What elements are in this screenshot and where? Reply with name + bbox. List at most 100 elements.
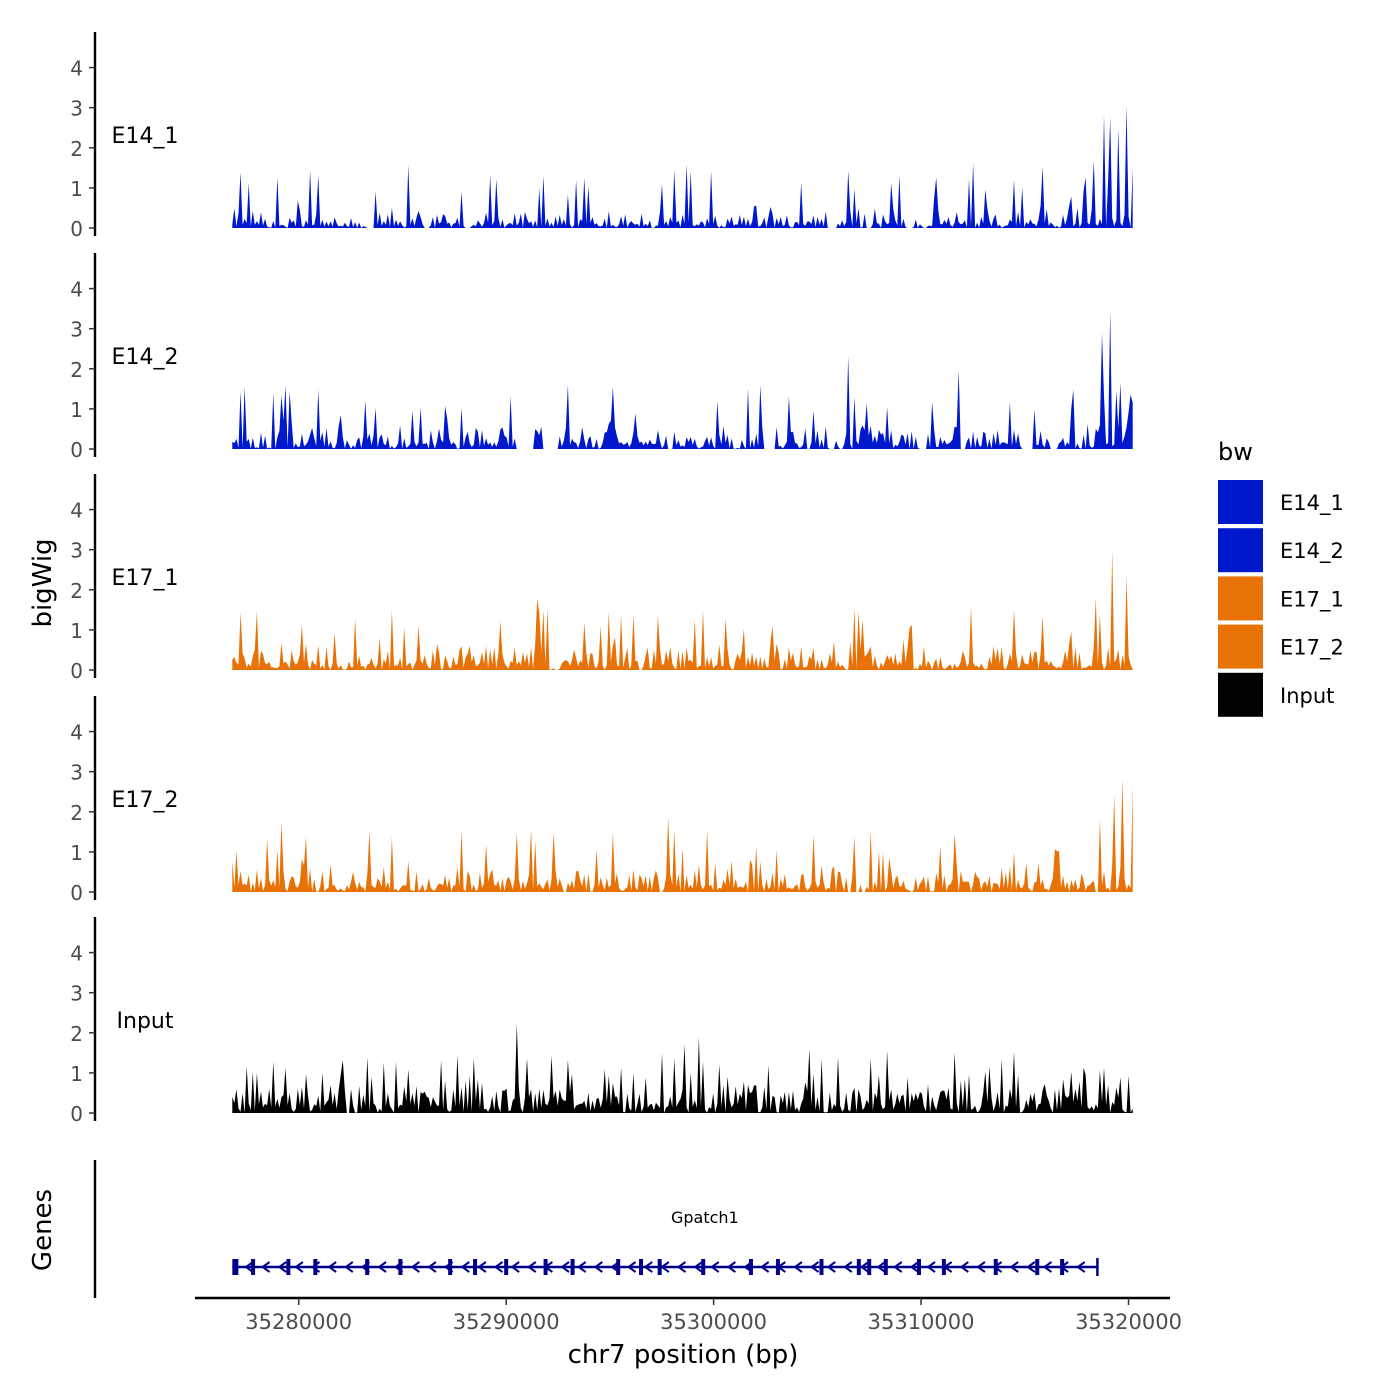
strand-arrow bbox=[976, 1261, 986, 1273]
y-tick-label: 0 bbox=[70, 659, 83, 683]
gene-exon bbox=[448, 1259, 453, 1275]
strand-arrow bbox=[893, 1261, 903, 1273]
signal-area-E17_1 bbox=[232, 549, 1133, 670]
signal-area-E14_1 bbox=[232, 106, 1133, 228]
legend-entry-E17_1: E17_1 bbox=[1218, 576, 1344, 621]
strand-arrow bbox=[626, 1261, 637, 1273]
y-axis-title: bigWig bbox=[28, 538, 58, 627]
x-tick-label: 35290000 bbox=[453, 1310, 560, 1334]
gene-exon bbox=[504, 1259, 509, 1275]
strand-arrow bbox=[909, 1261, 919, 1273]
gene-exon bbox=[1035, 1259, 1040, 1275]
strand-arrow bbox=[859, 1261, 870, 1273]
gene-exon bbox=[473, 1259, 478, 1275]
strand-arrow bbox=[826, 1261, 836, 1273]
gene-exon bbox=[883, 1259, 888, 1275]
y-tick-label: 4 bbox=[70, 57, 83, 81]
legend-title: bw bbox=[1218, 438, 1253, 466]
legend: E14_1 E14_2 E17_1 E17_2 Input bbox=[1218, 480, 1344, 717]
gene-exon bbox=[616, 1259, 621, 1275]
strand-arrow bbox=[926, 1261, 936, 1273]
strand-arrow bbox=[294, 1261, 304, 1273]
strand-arrow bbox=[493, 1261, 504, 1273]
y-tick-label: 2 bbox=[70, 579, 83, 603]
track-label-E17_1: E17_1 bbox=[112, 566, 179, 591]
y-tick-label: 3 bbox=[70, 761, 83, 785]
legend-label: E14_1 bbox=[1280, 491, 1344, 516]
strand-arrow bbox=[327, 1261, 337, 1273]
gene-exon bbox=[657, 1259, 662, 1275]
gene-exon bbox=[365, 1259, 370, 1275]
gene-exon bbox=[398, 1259, 403, 1275]
strand-arrow bbox=[377, 1261, 387, 1273]
x-axis: 35280000 35290000 35300000 35310000 35320000 bbox=[195, 1296, 1182, 1334]
x-tick-label: 35280000 bbox=[245, 1310, 352, 1334]
track-label-E14_2: E14_2 bbox=[112, 345, 179, 370]
track-label-Input: Input bbox=[117, 1009, 174, 1034]
y-tick-label: 2 bbox=[70, 801, 83, 825]
gene-exon bbox=[993, 1259, 998, 1275]
track-panel-Input: 0 1 2 3 4 Input bbox=[70, 917, 1133, 1126]
legend-entry-E14_1: E14_1 bbox=[1218, 480, 1344, 524]
legend-swatch bbox=[1218, 480, 1263, 524]
strand-arrow bbox=[1042, 1261, 1053, 1273]
legend-label: E17_2 bbox=[1280, 636, 1344, 661]
y-tick-label: 3 bbox=[70, 97, 83, 121]
y-tick-label: 0 bbox=[70, 217, 83, 241]
gene-exon bbox=[819, 1259, 824, 1275]
signal-area-Input bbox=[232, 1023, 1133, 1113]
y-tick-label: 3 bbox=[70, 318, 83, 342]
gene-exon bbox=[313, 1259, 318, 1275]
track-panel-E17_2: 0 1 2 3 4 E17_2 bbox=[70, 696, 1133, 905]
y-tick-label: 1 bbox=[70, 398, 83, 422]
gene-label: Gpatch1 bbox=[671, 1208, 739, 1227]
track-label-E14_1: E14_1 bbox=[112, 124, 179, 149]
gene-exon bbox=[251, 1259, 256, 1275]
gene-exon bbox=[701, 1259, 706, 1275]
y-tick-label: 4 bbox=[70, 278, 83, 302]
strand-arrow bbox=[510, 1261, 520, 1273]
gene-exon bbox=[856, 1259, 861, 1275]
gene-start-exon bbox=[232, 1259, 239, 1275]
y-tick-label: 2 bbox=[70, 137, 83, 161]
legend-swatch bbox=[1218, 576, 1263, 621]
strand-arrow bbox=[693, 1261, 703, 1273]
y-tick-label: 0 bbox=[70, 881, 83, 905]
track-label-E17_2: E17_2 bbox=[112, 788, 179, 813]
gene-exon bbox=[941, 1259, 946, 1275]
track-panel-E14_2: 0 1 2 3 4 E14_2 bbox=[70, 253, 1133, 462]
strand-arrow bbox=[277, 1261, 287, 1273]
gene-exon bbox=[286, 1259, 291, 1275]
strand-arrow bbox=[593, 1261, 603, 1273]
track-panel-E17_1: 0 1 2 3 4 E17_1 bbox=[70, 474, 1133, 683]
strand-arrow bbox=[959, 1261, 969, 1273]
legend-label: E17_1 bbox=[1280, 587, 1344, 612]
strand-arrow bbox=[793, 1261, 803, 1273]
y-tick-label: 1 bbox=[70, 841, 83, 865]
x-tick-label: 35310000 bbox=[868, 1310, 975, 1334]
legend-entry-E17_2: E17_2 bbox=[1218, 624, 1344, 669]
y-tick-label: 3 bbox=[70, 982, 83, 1006]
x-axis-title: chr7 position (bp) bbox=[568, 1340, 799, 1370]
strand-arrow bbox=[843, 1261, 853, 1273]
track-panel-E14_1: 0 1 2 3 4 E14_1 bbox=[70, 32, 1133, 241]
genes-axis-title: Genes bbox=[28, 1189, 58, 1271]
y-tick-label: 1 bbox=[70, 177, 83, 201]
tracks-group: 0 1 2 3 4 E14_1 0 1 2 3 4 E14_2 0 1 2 3 4 E17_1 0 1 2 3 4 E17_2… bbox=[70, 32, 1133, 1126]
strand-arrow bbox=[410, 1261, 420, 1273]
y-tick-label: 0 bbox=[70, 1102, 83, 1126]
y-tick-label: 1 bbox=[70, 619, 83, 643]
legend-label: E14_2 bbox=[1280, 539, 1344, 564]
strand-arrow bbox=[660, 1261, 670, 1273]
strand-arrow bbox=[260, 1261, 271, 1273]
strand-arrow bbox=[527, 1261, 537, 1273]
x-tick-label: 35320000 bbox=[1075, 1310, 1182, 1334]
gene-exon bbox=[1060, 1259, 1065, 1275]
strand-arrow bbox=[710, 1261, 720, 1273]
gene-exon bbox=[775, 1259, 780, 1275]
signal-area-E14_2 bbox=[232, 310, 1133, 449]
strand-arrow bbox=[344, 1261, 354, 1273]
gene-exon bbox=[543, 1259, 548, 1275]
strand-arrow bbox=[1076, 1261, 1086, 1273]
